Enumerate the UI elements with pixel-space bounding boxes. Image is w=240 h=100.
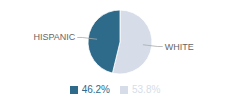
svg-text:HISPANIC: HISPANIC — [33, 32, 75, 42]
html-text:46.2%: 46.2% — [81, 84, 110, 95]
svg-text:WHITE: WHITE — [165, 42, 194, 52]
html-text:53.8%: 53.8% — [132, 84, 161, 95]
